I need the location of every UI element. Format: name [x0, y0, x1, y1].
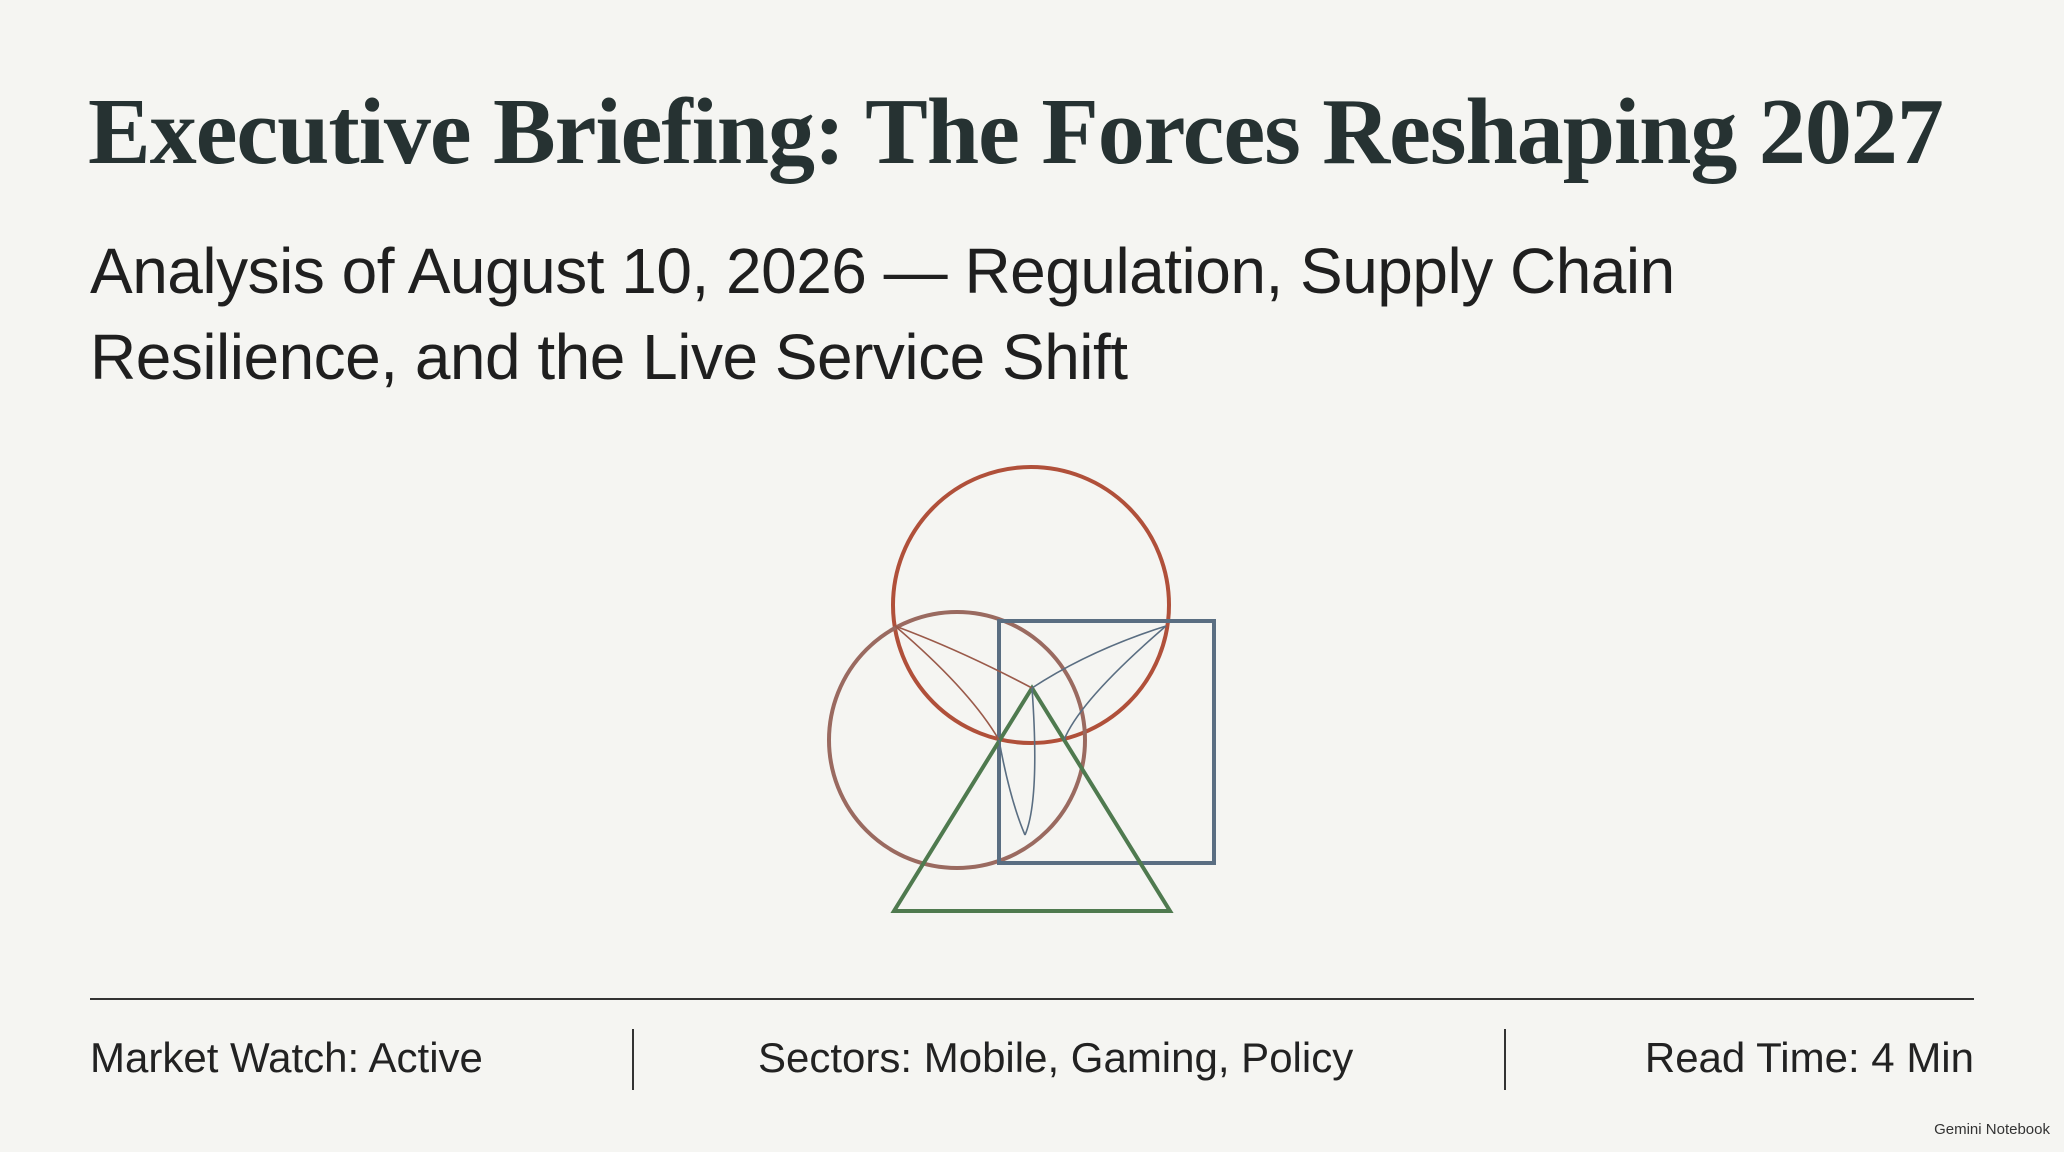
title: Executive Briefing: The Forces Reshaping… — [88, 80, 1944, 184]
separator — [1504, 1029, 1506, 1090]
divider — [90, 998, 1974, 1000]
triangle — [890, 684, 1174, 913]
subtitle-line: Analysis of August 10, 2026 — Regulation… — [90, 235, 1675, 307]
footer-item: Read Time: 4 Min — [1644, 1034, 1974, 1081]
circle-red — [891, 465, 1171, 745]
subtitle-line: Resilience, and the Live Service Shift — [90, 321, 1128, 393]
separator — [632, 1029, 634, 1090]
circle-brown — [827, 610, 1087, 870]
watermark: Gemini Notebook — [1934, 1121, 2050, 1138]
connectors — [894, 625, 1167, 836]
subtitle: Analysis of August 10, 2026 — Regulation… — [90, 228, 1675, 400]
footer-item: Sectors: Mobile, Gaming, Policy — [758, 1034, 1354, 1081]
footer-item: Market Watch: Active — [90, 1034, 483, 1081]
